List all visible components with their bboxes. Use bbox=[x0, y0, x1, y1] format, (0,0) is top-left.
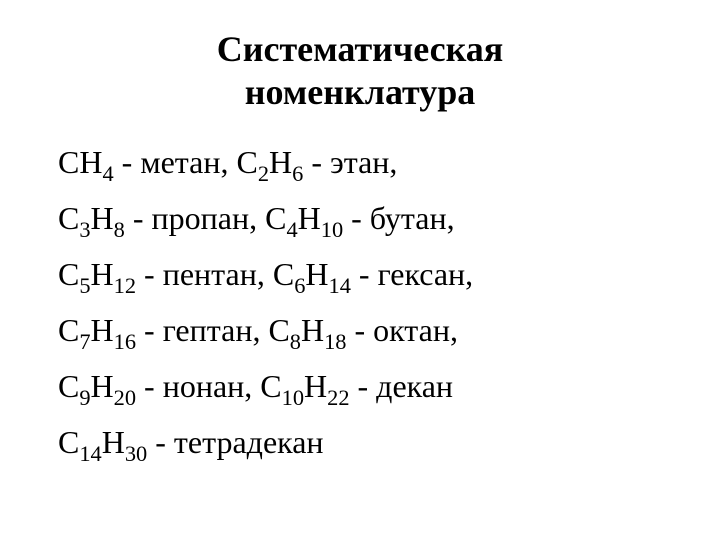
chemical-formula: C9H20 bbox=[58, 368, 136, 404]
compound-name: гептан bbox=[163, 312, 253, 348]
compound-name: пентан bbox=[163, 256, 257, 292]
chemical-formula: C7H16 bbox=[58, 312, 136, 348]
compound-name: этан bbox=[330, 144, 389, 180]
chemical-formula: C6H14 bbox=[273, 256, 351, 292]
chemical-formula: C3H8 bbox=[58, 200, 125, 236]
title-line-2: номенклатура bbox=[245, 72, 476, 112]
chemical-formula: C5H12 bbox=[58, 256, 136, 292]
nomenclature-line: C3H8 - пропан, C4H10 - бутан, bbox=[58, 194, 662, 246]
compound-name: нонан bbox=[163, 368, 245, 404]
compound-name: гексан bbox=[378, 256, 466, 292]
chemical-formula: C8H18 bbox=[268, 312, 346, 348]
nomenclature-line: C7H16 - гептан, C8H18 - октан, bbox=[58, 306, 662, 358]
chemical-formula: C2H6 bbox=[236, 144, 303, 180]
compound-name: октан bbox=[373, 312, 450, 348]
chemical-formula: C10H22 bbox=[260, 368, 349, 404]
nomenclature-list: CH4 - метан, C2H6 - этан,C3H8 - пропан, … bbox=[58, 138, 662, 470]
chemical-formula: C14H30 bbox=[58, 424, 147, 460]
compound-name: метан bbox=[140, 144, 220, 180]
compound-name: пропан bbox=[152, 200, 250, 236]
compound-name: тетрадекан bbox=[174, 424, 324, 460]
page-title: Систематическая номенклатура bbox=[58, 28, 662, 114]
title-line-1: Систематическая bbox=[217, 29, 504, 69]
compound-name: бутан bbox=[370, 200, 447, 236]
chemical-formula: C4H10 bbox=[265, 200, 343, 236]
nomenclature-line: CH4 - метан, C2H6 - этан, bbox=[58, 138, 662, 190]
nomenclature-line: C5H12 - пентан, C6H14 - гексан, bbox=[58, 250, 662, 302]
compound-name: декан bbox=[376, 368, 453, 404]
chemical-formula: CH4 bbox=[58, 144, 114, 180]
nomenclature-line: C9H20 - нонан, C10H22 - декан bbox=[58, 362, 662, 414]
nomenclature-line: C14H30 - тетрадекан bbox=[58, 418, 662, 470]
